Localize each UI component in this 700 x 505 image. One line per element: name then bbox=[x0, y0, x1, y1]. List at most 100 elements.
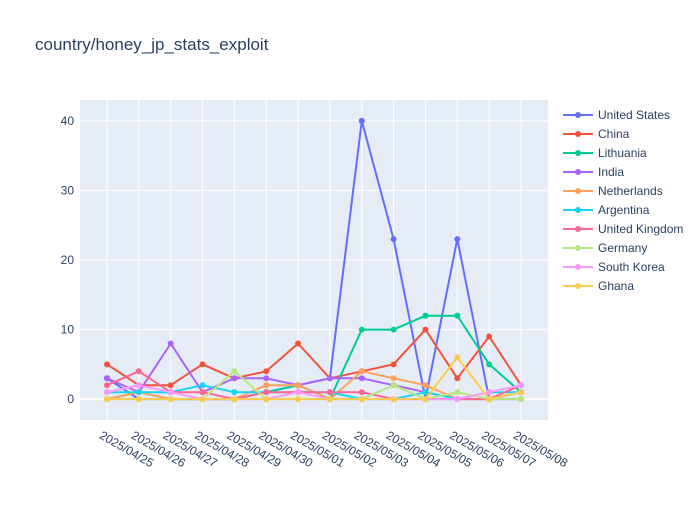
legend-marker bbox=[575, 188, 581, 194]
data-point bbox=[263, 375, 270, 382]
legend-label: Netherlands bbox=[598, 184, 663, 198]
data-point bbox=[167, 382, 174, 389]
data-point bbox=[135, 368, 142, 375]
series-line bbox=[107, 356, 522, 401]
legend-item[interactable]: United States bbox=[563, 108, 670, 122]
data-point bbox=[422, 389, 429, 396]
data-point bbox=[486, 361, 493, 368]
data-point bbox=[263, 368, 270, 375]
data-point bbox=[104, 396, 110, 403]
legend-item[interactable]: South Korea bbox=[563, 260, 665, 274]
data-point bbox=[486, 396, 493, 403]
data-point bbox=[358, 368, 365, 375]
data-point bbox=[358, 389, 365, 396]
legend-item[interactable]: China bbox=[563, 127, 630, 141]
data-point bbox=[263, 389, 270, 396]
data-point bbox=[422, 382, 429, 389]
legend-label: Lithuania bbox=[598, 146, 647, 160]
legend: United States China Lithuania India Netherla… bbox=[563, 108, 683, 293]
legend-item[interactable]: Netherlands bbox=[563, 184, 663, 198]
x-axis: 2025/04/252025/04/262025/04/272025/04/28… bbox=[97, 428, 570, 470]
data-point bbox=[454, 354, 461, 361]
data-point bbox=[390, 326, 397, 333]
data-point bbox=[358, 396, 365, 403]
data-point bbox=[326, 375, 333, 382]
y-tick-label: 30 bbox=[61, 183, 75, 197]
series-ghana bbox=[104, 354, 524, 403]
data-point bbox=[454, 236, 461, 243]
legend-marker bbox=[575, 112, 581, 118]
data-point bbox=[231, 368, 238, 375]
data-point bbox=[518, 396, 524, 403]
data-point bbox=[390, 396, 397, 403]
data-point bbox=[358, 326, 365, 333]
legend-item[interactable]: Germany bbox=[563, 241, 647, 255]
legend-item[interactable]: Argentina bbox=[563, 203, 650, 217]
data-point bbox=[135, 396, 142, 403]
legend-label: Ghana bbox=[598, 279, 634, 293]
y-tick-label: 0 bbox=[67, 392, 74, 406]
data-point bbox=[263, 396, 270, 403]
data-point bbox=[295, 396, 302, 403]
data-point bbox=[199, 361, 206, 368]
legend-label: China bbox=[598, 127, 630, 141]
data-point bbox=[486, 333, 493, 340]
data-point bbox=[454, 375, 461, 382]
legend-label: Argentina bbox=[598, 203, 650, 217]
legend-label: India bbox=[598, 165, 624, 179]
data-point bbox=[390, 361, 397, 368]
series-line bbox=[106, 328, 522, 387]
data-point bbox=[326, 389, 333, 396]
data-point bbox=[104, 361, 110, 368]
data-point bbox=[295, 340, 302, 347]
series-line bbox=[106, 384, 522, 401]
data-point bbox=[454, 312, 461, 319]
legend-marker bbox=[575, 245, 581, 251]
data-point bbox=[104, 375, 110, 382]
data-point bbox=[263, 382, 270, 389]
legend-marker bbox=[575, 283, 581, 289]
legend-marker bbox=[575, 264, 581, 270]
data-point bbox=[390, 375, 397, 382]
legend-item[interactable]: Lithuania bbox=[563, 146, 647, 160]
data-point bbox=[454, 389, 461, 396]
legend-label: Germany bbox=[598, 241, 647, 255]
data-point bbox=[390, 382, 397, 389]
data-point bbox=[167, 396, 174, 403]
data-point bbox=[422, 396, 429, 403]
data-point bbox=[358, 117, 365, 124]
y-tick-label: 10 bbox=[61, 323, 75, 337]
data-point bbox=[454, 396, 461, 403]
data-point bbox=[199, 382, 206, 389]
data-point bbox=[199, 396, 206, 403]
legend-label: United States bbox=[598, 108, 670, 122]
legend-item[interactable]: India bbox=[563, 165, 624, 179]
data-point bbox=[104, 382, 110, 389]
data-point bbox=[135, 389, 142, 396]
series-layer bbox=[104, 117, 524, 403]
data-point bbox=[486, 389, 493, 396]
data-point bbox=[104, 389, 110, 396]
data-point bbox=[199, 389, 206, 396]
data-point bbox=[167, 389, 174, 396]
data-point bbox=[167, 340, 174, 347]
legend-marker bbox=[575, 150, 581, 156]
grid-lines bbox=[80, 100, 548, 420]
data-point bbox=[422, 326, 429, 333]
legend-label: United Kingdom bbox=[598, 222, 683, 236]
legend-item[interactable]: United Kingdom bbox=[563, 222, 683, 236]
data-point bbox=[135, 382, 142, 389]
y-axis: 0 10 20 30 40 bbox=[61, 114, 75, 406]
data-point bbox=[231, 389, 238, 396]
legend-marker bbox=[575, 131, 581, 137]
legend-label: South Korea bbox=[598, 260, 665, 274]
data-point bbox=[231, 396, 238, 403]
chart-title: country/honey_jp_stats_exploit bbox=[35, 35, 269, 54]
data-point bbox=[358, 375, 365, 382]
y-tick-label: 40 bbox=[61, 114, 75, 128]
legend-item[interactable]: Ghana bbox=[563, 279, 634, 293]
data-point bbox=[326, 396, 333, 403]
data-point bbox=[422, 312, 429, 319]
